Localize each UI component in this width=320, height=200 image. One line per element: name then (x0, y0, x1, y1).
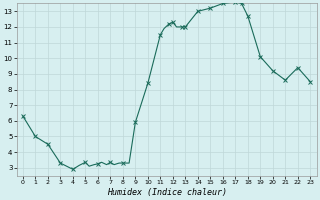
X-axis label: Humidex (Indice chaleur): Humidex (Indice chaleur) (107, 188, 227, 197)
